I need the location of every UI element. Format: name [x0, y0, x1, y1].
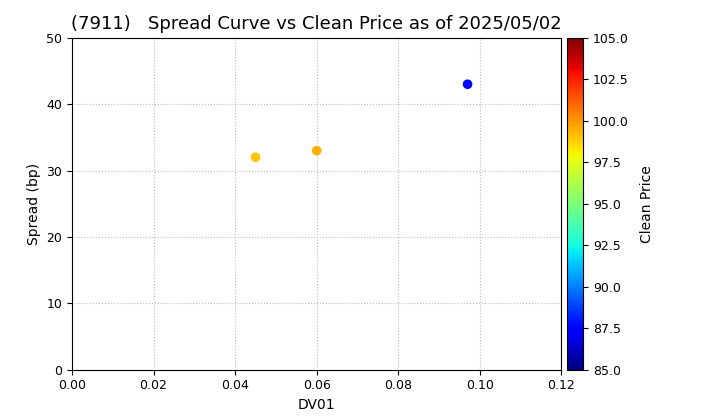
- Point: [250, 154, 261, 160]
- Y-axis label: Clean Price: Clean Price: [640, 165, 654, 243]
- Title: (7911)   Spread Curve vs Clean Price as of 2025/05/02: (7911) Spread Curve vs Clean Price as of…: [71, 16, 562, 34]
- X-axis label: DV01: DV01: [298, 398, 336, 412]
- Point: [462, 81, 473, 88]
- Point: [311, 147, 323, 154]
- Y-axis label: Spread (bp): Spread (bp): [27, 163, 41, 245]
